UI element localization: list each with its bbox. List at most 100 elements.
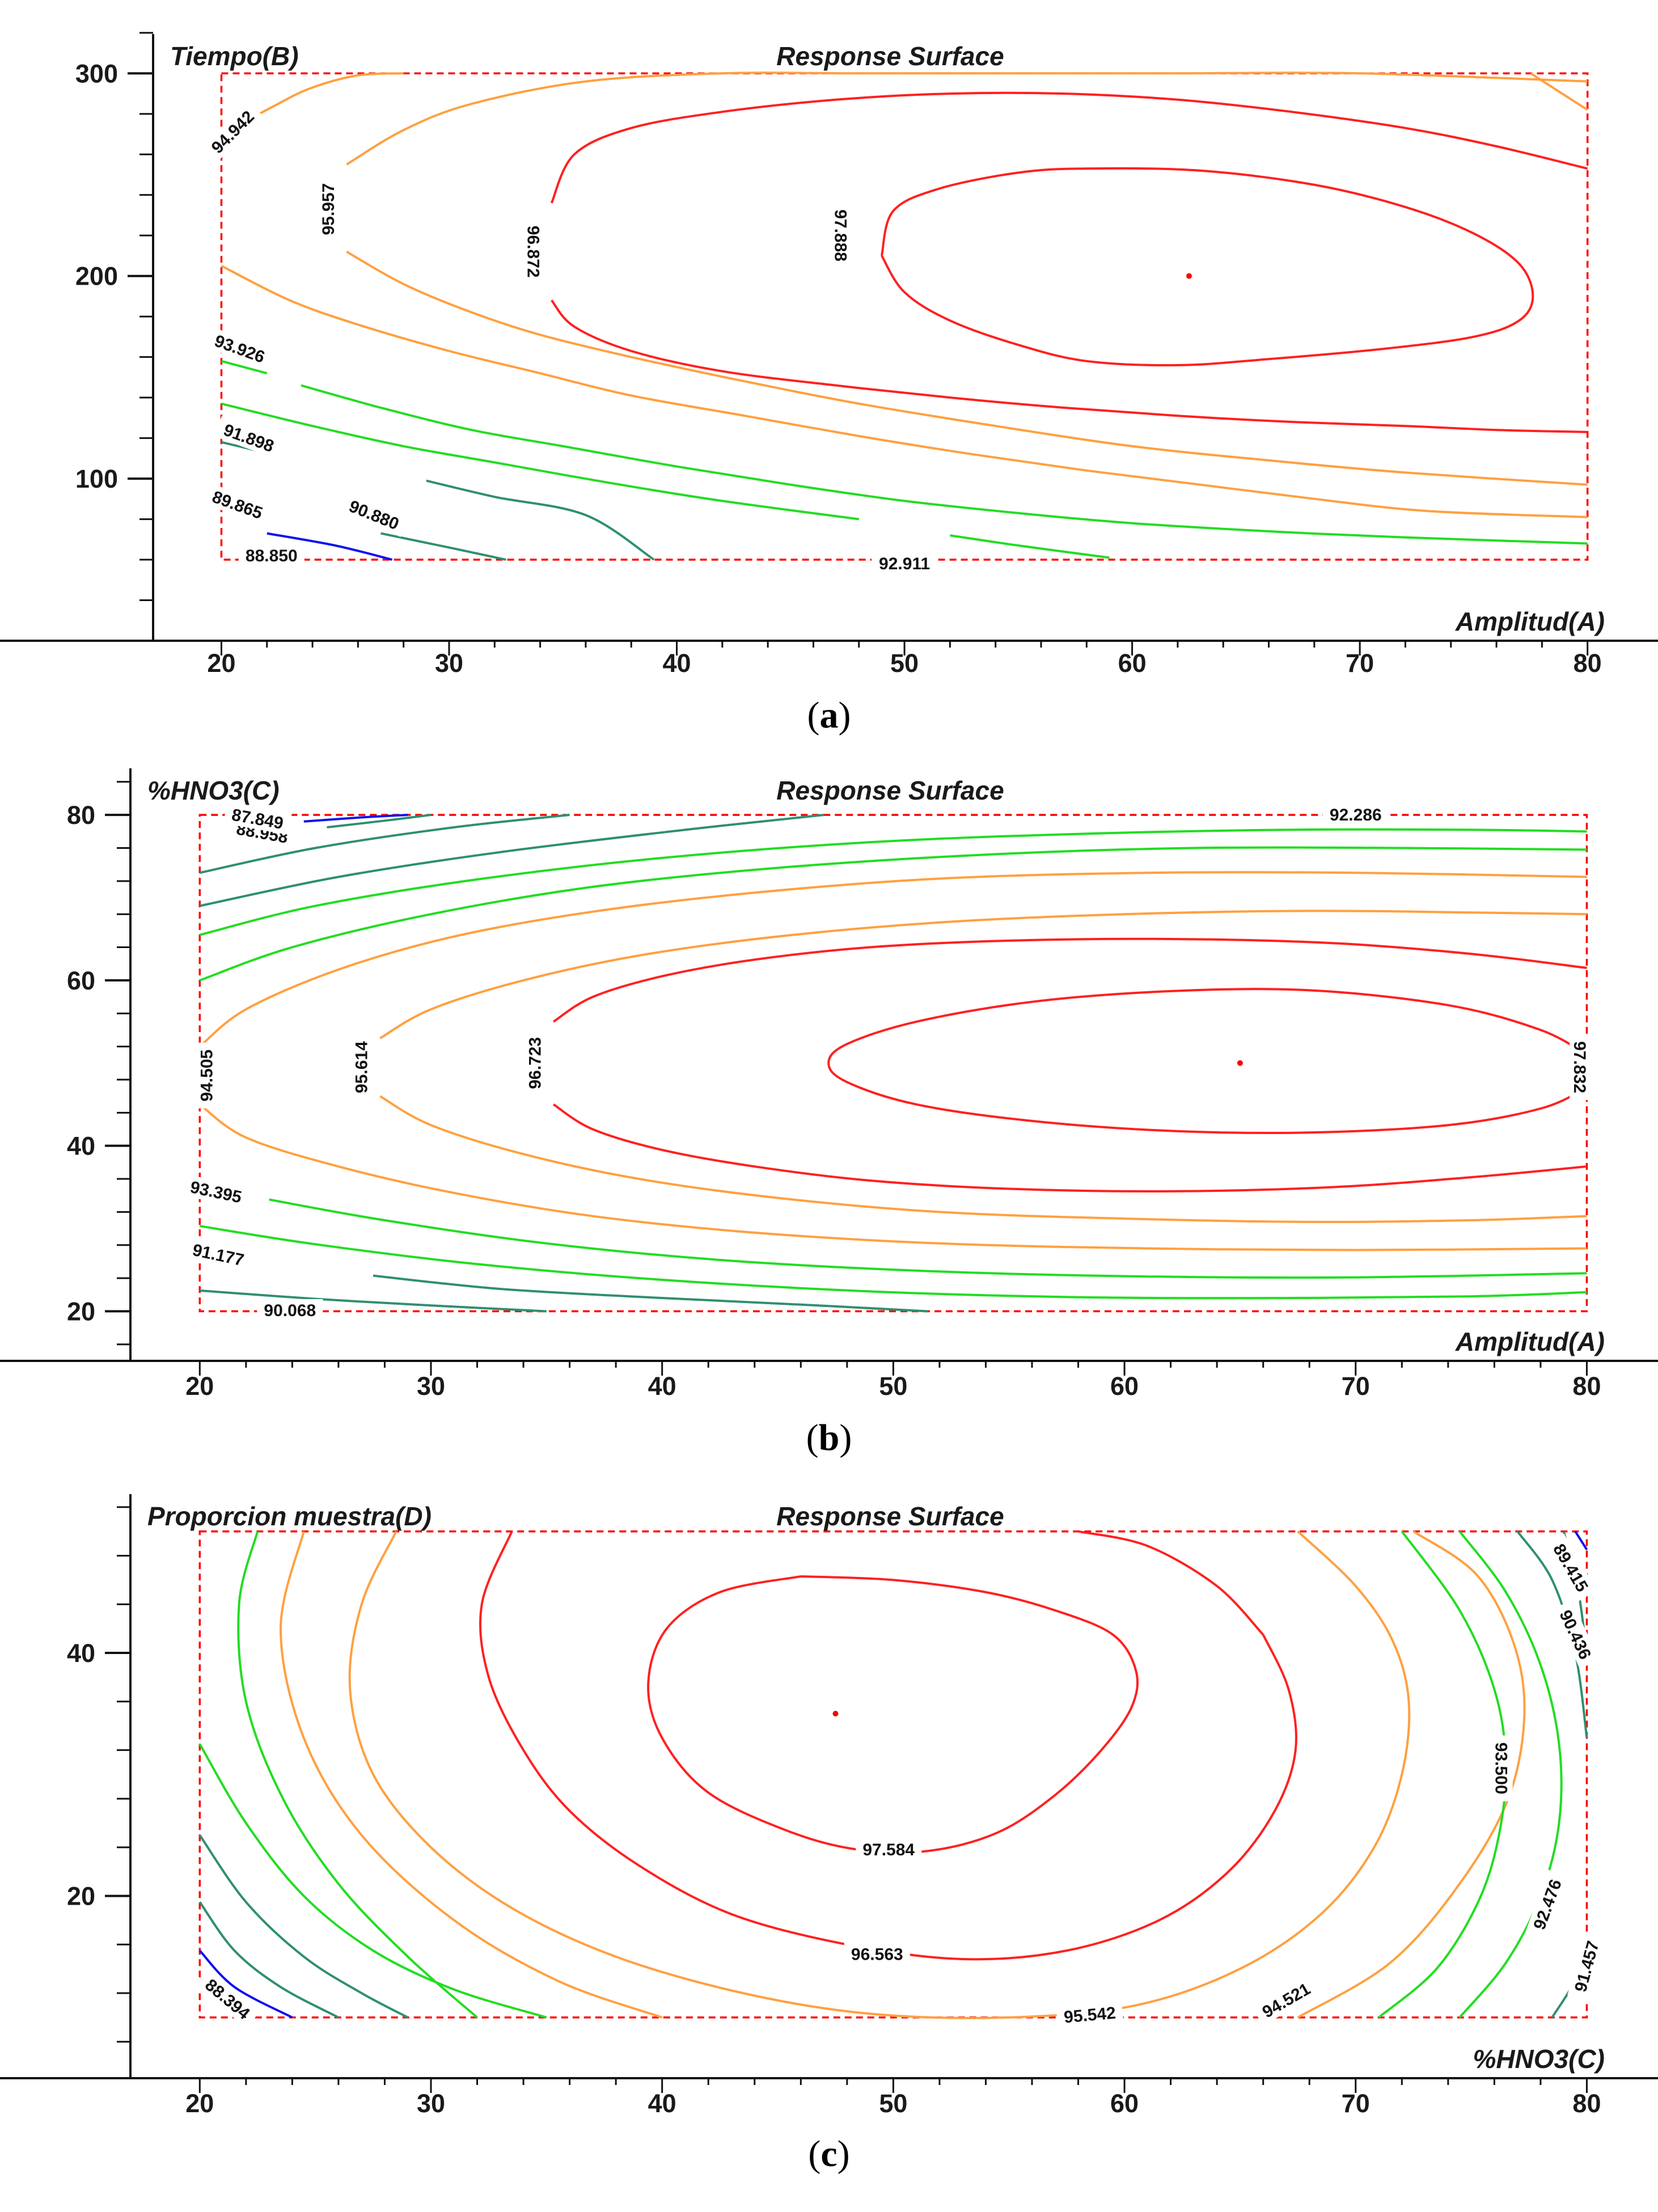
y-tick-label: 40	[67, 1132, 95, 1161]
contour-line-92-476	[1458, 1530, 1563, 2019]
contour-label: 95.957	[317, 176, 339, 242]
contour-line-92-911	[221, 402, 860, 521]
panel-caption: (c)	[808, 2133, 849, 2175]
contour-line-96-563	[479, 1530, 1297, 1961]
y-tick-label: 60	[67, 966, 95, 995]
contour-label: 96.563	[844, 1943, 910, 1965]
x-axis-label: Amplitud(A)	[1455, 607, 1605, 636]
contour-line-94-521	[1297, 1530, 1526, 2019]
contour-label: 95.542	[1056, 2000, 1124, 2028]
contour-label: 93.395	[181, 1174, 251, 1209]
y-axis-label: %HNO3(C)	[147, 776, 280, 805]
contour-line-96-723	[553, 937, 1587, 1023]
contour-line-87-849	[303, 814, 408, 823]
panel-a-contour-plot: 100 200 300 20 30 40 50 60 70 80 97.888 96.872 95.95…	[0, 32, 1658, 736]
contour-line-90-068	[199, 814, 570, 874]
panel-caption: (b)	[806, 1417, 852, 1458]
contour-label-text: 96.872	[524, 226, 543, 278]
contour-line-95-614	[379, 1095, 1587, 1223]
chart-title: Response Surface	[776, 776, 1004, 805]
contour-label: 94.505	[195, 1042, 217, 1109]
optimum-point	[832, 1711, 839, 1717]
contour-line-93-395	[199, 846, 1587, 982]
contour-line-91-898	[426, 479, 655, 561]
contour-label: 91.457	[1567, 1931, 1605, 2001]
x-tick-label: 50	[879, 1372, 907, 1401]
contour-line-96-872	[550, 91, 1588, 204]
x-tick-label: 60	[1110, 2089, 1139, 2118]
y-axis-label: Proporcion muestra(D)	[147, 1502, 432, 1531]
contour-line-90-068	[200, 1289, 547, 1313]
x-tick-label: 40	[648, 2089, 676, 2118]
contour-label-text: 88.850	[246, 547, 298, 565]
contour-label: 95.614	[350, 1034, 372, 1101]
contour-label-text: 97.832	[1570, 1041, 1589, 1093]
contour-line-94-942	[221, 265, 1588, 518]
contour-label: 97.888	[830, 202, 852, 269]
x-tick-label: 20	[185, 1372, 214, 1401]
contour-label-text: 93.500	[1492, 1742, 1511, 1795]
contour-line-90-880	[380, 532, 506, 561]
contour-line-88-394	[198, 1949, 293, 2019]
x-tick-label: 20	[207, 649, 235, 678]
contour-line-91-177	[199, 814, 824, 907]
contour-label: 92.286	[1322, 803, 1389, 826]
y-tick-label: 100	[75, 464, 118, 493]
x-tick-label: 60	[1110, 1372, 1139, 1401]
chart-title: Response Surface	[776, 1502, 1004, 1531]
panel-b-contour-plot: 20 40 60 80 20 30 40 50 60 70 80 97.832 96.723 95.614…	[0, 768, 1658, 1458]
x-axis-label: Amplitud(A)	[1455, 1327, 1605, 1356]
x-tick-label: 50	[879, 2089, 907, 2118]
x-tick-label: 50	[890, 649, 919, 678]
y-axis-label: Tiempo(B)	[170, 41, 299, 71]
contour-line-96-723	[553, 1103, 1587, 1192]
contour-label-text: 96.723	[526, 1037, 545, 1089]
x-tick-label: 80	[1572, 2089, 1601, 2118]
x-tick-label: 30	[435, 649, 463, 678]
contour-line-90-436	[198, 1901, 339, 2019]
contour-label: 90.436	[1552, 1600, 1600, 1669]
y-tick-label: 20	[67, 1882, 95, 1911]
contour-label: 90.068	[257, 1299, 323, 1321]
y-tick-label: 200	[75, 262, 118, 291]
y-tick-label: 300	[75, 59, 118, 88]
contour-label-text: 97.584	[862, 1841, 915, 1859]
contour-label: 93.926	[205, 327, 274, 370]
x-tick-label: 70	[1342, 1372, 1370, 1401]
contour-label: 93.500	[1491, 1735, 1513, 1801]
contour-line-95-957	[346, 71, 1588, 166]
contour-label-text: 95.542	[1063, 2004, 1116, 2027]
experimental-region-boundary	[198, 1530, 1588, 2019]
contour-label: 96.872	[523, 218, 545, 285]
y-tick-label: 80	[67, 801, 95, 830]
contour-label-text: 90.068	[264, 1301, 316, 1320]
contour-label-text: 90.880	[346, 497, 401, 534]
chart-title: Response Surface	[776, 41, 1004, 71]
x-tick-label: 40	[648, 1372, 676, 1401]
contour-line-94-505	[199, 871, 1587, 1048]
panel-caption: (a)	[807, 695, 851, 736]
contour-line-88-958	[327, 814, 432, 828]
contour-label: 96.723	[523, 1030, 545, 1096]
contour-label: 89.415	[1545, 1533, 1597, 1602]
contour-label-text: 89.865	[210, 488, 265, 523]
contour-line-96-563	[1078, 1530, 1264, 1636]
x-tick-label: 60	[1118, 649, 1147, 678]
contour-label: 91.177	[184, 1237, 253, 1272]
contour-label-text: 92.911	[879, 555, 930, 573]
contour-label: 91.898	[214, 416, 284, 459]
contour-line-97-584	[647, 1575, 1139, 1854]
contour-line-94-521	[280, 1531, 663, 2019]
contour-label: 88.394	[196, 1969, 260, 2028]
contour-label: 92.476	[1525, 1870, 1568, 1939]
y-tick-label: 20	[67, 1297, 95, 1326]
contour-label-text: 95.957	[319, 183, 338, 235]
x-tick-label: 70	[1346, 649, 1374, 678]
x-tick-label: 30	[417, 2089, 445, 2118]
contour-label-text: 92.476	[1530, 1877, 1565, 1932]
contour-line-93-500	[237, 1531, 478, 2019]
contour-label: 97.584	[856, 1838, 922, 1860]
x-tick-label: 30	[417, 1372, 445, 1401]
